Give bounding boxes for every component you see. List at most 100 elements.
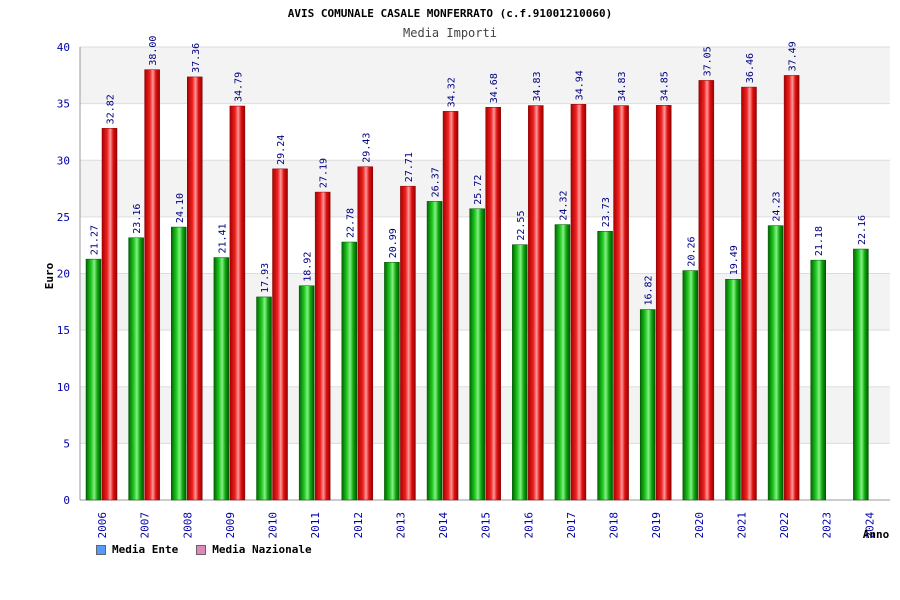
x-tick-label: 2018 (608, 512, 621, 539)
data-label: 20.26 (686, 236, 697, 266)
bar-media-ente-2024 (853, 248, 869, 501)
x-tick-label: 2013 (394, 512, 407, 539)
legend-label-media-nazionale: Media Nazionale (212, 543, 312, 556)
data-label: 25.72 (473, 175, 484, 205)
bar-media-nazionale-2010 (272, 168, 288, 501)
bar-media-ente-2022 (767, 225, 784, 501)
data-label: 29.43 (361, 133, 372, 163)
legend-swatch-media-nazionale (196, 544, 207, 555)
data-label: 37.49 (788, 41, 799, 71)
chart-title: AVIS COMUNALE CASALE MONFERRATO (c.f.910… (288, 7, 613, 20)
x-tick-label: 2023 (821, 512, 834, 539)
x-tick-label: 2016 (522, 512, 535, 539)
data-label: 21.18 (814, 226, 825, 256)
data-label: 20.99 (388, 228, 399, 258)
bar-media-nazionale-2016 (528, 105, 544, 501)
x-axis-label: Anno (863, 528, 890, 541)
data-label: 16.82 (644, 275, 655, 305)
x-tick-label: 2009 (224, 512, 237, 539)
data-label: 17.93 (260, 263, 271, 293)
bar-media-nazionale-2017 (570, 104, 587, 501)
data-label: 38.00 (148, 36, 159, 66)
legend-label-media-ente: Media Ente (112, 543, 179, 556)
bar-media-nazionale-2015 (485, 106, 501, 501)
y-tick-label: 25 (57, 211, 70, 224)
data-label: 36.46 (745, 53, 756, 83)
data-label: 34.68 (489, 73, 500, 103)
bar-media-nazionale-2012 (357, 166, 374, 501)
bar-media-nazionale-2009 (229, 105, 246, 501)
y-tick-label: 40 (57, 41, 70, 54)
x-tick-label: 2015 (480, 512, 493, 539)
bar-media-ente-2007 (128, 237, 144, 501)
y-tick-label: 5 (63, 437, 70, 450)
bar-media-nazionale-2006 (101, 128, 118, 501)
x-tick-label: 2011 (309, 512, 322, 539)
data-label: 37.05 (702, 46, 713, 76)
data-label: 21.41 (217, 223, 228, 253)
x-tick-label: 2017 (565, 512, 578, 539)
bar-media-nazionale-2013 (400, 185, 416, 501)
y-tick-label: 30 (57, 154, 70, 167)
legend-swatch-media-ente (96, 544, 106, 555)
y-tick-label: 0 (63, 494, 70, 507)
bar-media-ente-2006 (85, 258, 102, 501)
x-tick-label: 2010 (267, 512, 280, 539)
bar-media-nazionale-2021 (741, 86, 757, 501)
bar-media-nazionale-2019 (655, 105, 672, 501)
bar-media-nazionale-2008 (187, 76, 203, 501)
bar-media-ente-2013 (384, 262, 400, 501)
data-label: 23.73 (601, 197, 612, 227)
data-label: 22.16 (857, 215, 868, 245)
data-label: 24.32 (558, 190, 569, 220)
data-label: 37.36 (191, 43, 202, 73)
x-tick-label: 2006 (96, 512, 109, 539)
data-label: 34.94 (574, 70, 585, 100)
bar-media-nazionale-2020 (698, 80, 715, 501)
legend-item-media-nazionale: Media Nazionale (196, 543, 312, 556)
x-tick-label: 2024 (863, 512, 876, 539)
x-tick-label: 2019 (650, 512, 663, 539)
bar-media-nazionale-2011 (314, 191, 331, 501)
chart-subtitle: Media Importi (403, 26, 497, 40)
data-label: 34.85 (660, 71, 671, 101)
bar-media-ente-2018 (597, 231, 613, 501)
bar-media-ente-2021 (725, 279, 741, 501)
data-label: 22.78 (345, 208, 356, 238)
y-tick-label: 10 (57, 381, 70, 394)
bar-media-ente-2008 (171, 226, 187, 501)
bar-media-nazionale-2014 (442, 111, 459, 501)
bar-media-ente-2020 (682, 270, 699, 501)
bar-media-ente-2010 (256, 296, 272, 501)
bar-media-nazionale-2007 (144, 69, 160, 501)
data-label: 21.27 (90, 225, 101, 255)
bar-media-ente-2023 (810, 259, 826, 501)
data-label: 27.19 (319, 158, 330, 188)
y-tick-label: 35 (57, 98, 70, 111)
data-label: 34.83 (532, 71, 543, 101)
data-label: 23.16 (132, 204, 143, 234)
x-tick-label: 2021 (735, 512, 748, 539)
bar-media-ente-2019 (639, 309, 656, 501)
legend: Media Ente Media Nazionale (96, 543, 312, 556)
data-label: 34.32 (447, 77, 458, 107)
x-tick-label: 2012 (352, 512, 365, 539)
y-axis-label: Euro (43, 262, 56, 289)
data-label: 19.49 (729, 245, 740, 275)
bar-media-ente-2012 (341, 241, 358, 501)
plot-area: 0 5 10 15 20 25 30 35 40 21.27 32.82 2006 23.16 38.00… (57, 36, 890, 539)
x-tick-label: 2007 (139, 512, 152, 539)
x-tick-label: 2020 (693, 512, 706, 539)
data-label: 26.37 (431, 167, 442, 197)
data-label: 24.10 (175, 193, 186, 223)
data-label: 18.92 (303, 252, 314, 282)
bar-media-ente-2014 (426, 201, 443, 501)
bar-media-ente-2011 (298, 285, 315, 501)
bar-media-ente-2016 (512, 244, 528, 501)
bar-media-nazionale-2022 (783, 75, 800, 501)
x-tick-label: 2014 (437, 512, 450, 539)
bar-media-ente-2009 (213, 257, 230, 501)
bar-media-nazionale-2018 (613, 105, 629, 501)
y-tick-label: 15 (57, 324, 70, 337)
